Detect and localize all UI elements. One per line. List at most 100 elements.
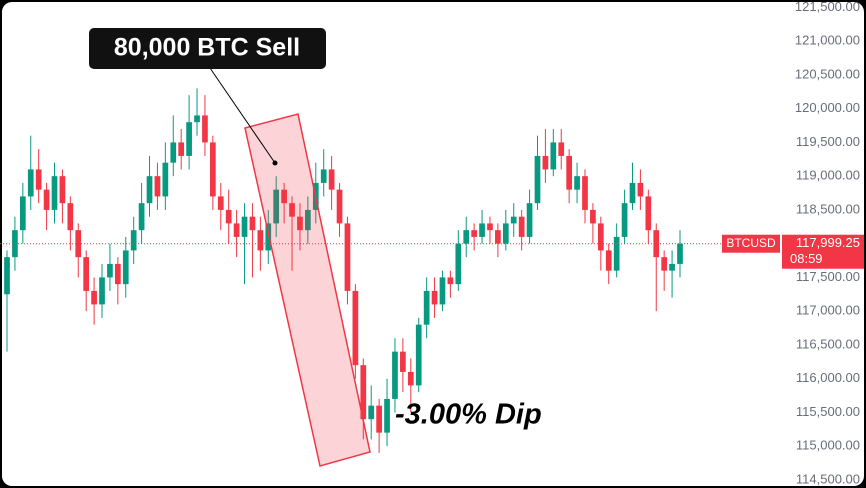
candle-body bbox=[669, 263, 675, 271]
y-tick-label: 120,000.00 bbox=[795, 100, 860, 115]
candle-body bbox=[534, 155, 541, 204]
candle-body bbox=[368, 405, 375, 420]
candle-body bbox=[162, 162, 169, 197]
price-label: 117,999.25 bbox=[796, 235, 860, 250]
candle-body bbox=[19, 196, 26, 231]
candle-body bbox=[43, 189, 50, 210]
candle-body bbox=[67, 203, 74, 231]
candle-body bbox=[605, 250, 612, 271]
candle-body bbox=[289, 203, 295, 217]
candle-body bbox=[12, 230, 18, 258]
candle-body bbox=[502, 223, 509, 244]
candle-body bbox=[645, 196, 652, 231]
candle-body bbox=[447, 277, 454, 285]
candle-body bbox=[146, 176, 153, 204]
candle-body bbox=[138, 203, 145, 231]
candle-body bbox=[677, 243, 683, 264]
candle-body bbox=[122, 250, 129, 285]
y-tick-label: 114,500.00 bbox=[796, 471, 860, 486]
candle-body bbox=[51, 176, 58, 210]
candle-body bbox=[463, 230, 470, 244]
candle-body bbox=[407, 371, 414, 386]
candle-body bbox=[130, 230, 137, 251]
candle-body bbox=[439, 277, 446, 305]
candle-body bbox=[107, 263, 113, 278]
candle-body bbox=[360, 365, 367, 420]
candle-body bbox=[526, 203, 533, 237]
candle-body bbox=[328, 169, 335, 190]
candle-body bbox=[597, 223, 604, 251]
candle-body bbox=[217, 196, 224, 210]
candle-body bbox=[273, 189, 280, 224]
candle-body bbox=[542, 155, 549, 170]
candle-body bbox=[590, 209, 596, 224]
y-tick-label: 118,500.00 bbox=[796, 201, 860, 216]
candle-body bbox=[210, 142, 216, 197]
candle-body bbox=[99, 277, 105, 305]
candle-body bbox=[154, 176, 161, 197]
candle-body bbox=[257, 230, 264, 251]
candle-body bbox=[265, 223, 272, 251]
candle-body bbox=[637, 182, 644, 197]
candle-body bbox=[558, 142, 565, 156]
symbol-label: BTCUSD bbox=[726, 236, 776, 250]
price-axis: 114,500.00 115,000.00 115,500.00 116,000.00… bbox=[722, 0, 864, 486]
candle-body bbox=[297, 216, 303, 231]
candle-body bbox=[35, 169, 42, 190]
candle-body bbox=[320, 169, 327, 183]
candle-body bbox=[629, 182, 636, 204]
callout-dot bbox=[272, 160, 278, 166]
y-tick-label: 115,000.00 bbox=[796, 438, 860, 453]
candle-body bbox=[613, 236, 620, 271]
plot-area bbox=[0, 88, 722, 453]
candle-body bbox=[574, 176, 580, 190]
candle-body bbox=[566, 155, 573, 190]
candle-body bbox=[431, 290, 438, 305]
candle-body bbox=[352, 290, 359, 366]
candle-body bbox=[186, 122, 192, 156]
y-tick-label: 116,000.00 bbox=[796, 370, 860, 385]
candle-body bbox=[550, 142, 557, 170]
y-tick-label: 117,500.00 bbox=[796, 269, 860, 284]
candle-body bbox=[510, 216, 517, 224]
candle-body bbox=[170, 142, 177, 163]
candle-body bbox=[400, 351, 406, 372]
candle-body bbox=[233, 223, 240, 237]
y-tick-label: 121,500.00 bbox=[795, 0, 860, 14]
candle-body bbox=[83, 257, 90, 291]
candle-body bbox=[178, 142, 185, 156]
candle-body bbox=[621, 203, 628, 237]
y-tick-label: 120,500.00 bbox=[795, 66, 860, 81]
candle-body bbox=[376, 405, 382, 433]
dip-annotation: -3.00% Dip bbox=[395, 399, 542, 431]
candle-body bbox=[225, 209, 232, 224]
candle-body bbox=[249, 216, 256, 231]
candle-body bbox=[91, 290, 97, 305]
candle-body bbox=[384, 398, 390, 433]
candle-body bbox=[415, 324, 422, 386]
candle-body bbox=[27, 169, 34, 197]
candle-body bbox=[495, 230, 501, 244]
candle-body bbox=[344, 223, 351, 291]
candle-body bbox=[455, 243, 462, 285]
candle-body bbox=[479, 223, 485, 237]
y-tick-label: 116,500.00 bbox=[796, 336, 860, 351]
candle-body bbox=[518, 216, 525, 237]
price-tag bbox=[782, 234, 864, 269]
callout-text: 80,000 BTC Sell bbox=[114, 34, 300, 62]
candle-body bbox=[305, 209, 311, 231]
y-tick-label: 115,500.00 bbox=[796, 404, 860, 419]
candle-body bbox=[4, 257, 10, 295]
candle-body bbox=[114, 263, 121, 285]
highlight-box bbox=[244, 113, 371, 467]
y-tick-label: 119,000.00 bbox=[796, 168, 860, 183]
y-tick-label: 121,000.00 bbox=[795, 33, 860, 48]
candle-body bbox=[59, 176, 66, 204]
symbol-tag bbox=[722, 234, 780, 253]
candle-body bbox=[471, 230, 477, 237]
candle-body bbox=[661, 257, 668, 271]
y-tick-label: 117,000.00 bbox=[796, 303, 860, 318]
candle-body bbox=[487, 223, 493, 231]
